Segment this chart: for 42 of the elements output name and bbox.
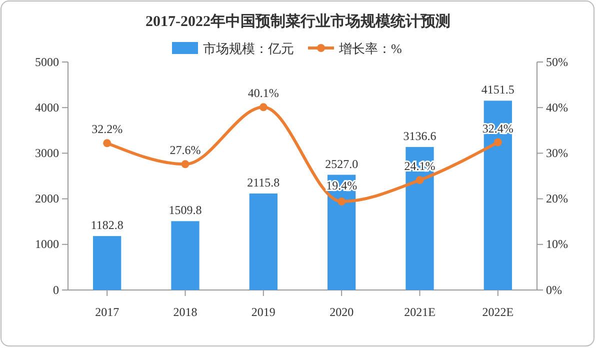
- y-tick-label: 0: [53, 282, 59, 297]
- data-label: 3136.6: [403, 128, 436, 143]
- x-tick-label: 2022E: [482, 304, 514, 319]
- y-tick-label: 4000: [35, 100, 59, 114]
- point: [103, 139, 112, 148]
- y2-tick-label: 40%: [546, 100, 568, 114]
- data-label: 1509.8: [168, 203, 202, 218]
- bar: [406, 146, 434, 290]
- data-label: 2115.8: [247, 176, 280, 190]
- bar: [171, 221, 200, 290]
- x-tick-label: 2019: [251, 304, 276, 319]
- x-tick-label: 2017: [95, 304, 120, 319]
- y2-tick-label: 0%: [546, 282, 562, 297]
- x-tick-label: 2021E: [404, 304, 436, 319]
- y2-tick-label: 30%: [546, 146, 568, 160]
- data-label: 4151.5: [481, 82, 514, 97]
- y-tick-label: 3000: [35, 146, 59, 160]
- point: [338, 198, 346, 206]
- y-tick-label: 5000: [35, 54, 59, 69]
- y-tick-label: 2000: [35, 192, 59, 206]
- bar: [249, 194, 278, 290]
- legend-label: 市场规模：亿元: [203, 41, 294, 56]
- y2-tick-label: 20%: [546, 192, 568, 206]
- data-label: 32.2%: [92, 122, 123, 136]
- y2-tick-label: 50%: [546, 54, 568, 69]
- legend-label: 增长率：%: [338, 41, 402, 56]
- x-tick-label: 2018: [173, 304, 198, 319]
- data-label: 1182.8: [90, 218, 124, 232]
- point: [259, 103, 268, 112]
- point: [181, 160, 190, 168]
- chart-title: 2017-2022年中国预制菜行业市场规模统计预测: [146, 12, 450, 30]
- bar: [484, 100, 512, 290]
- bar: [328, 174, 356, 290]
- y-tick-label: 1000: [35, 237, 59, 252]
- x-tick-label: 2020: [330, 304, 354, 319]
- bar: [93, 236, 122, 290]
- y2-tick-label: 10%: [546, 237, 568, 252]
- data-label: 27.6%: [170, 143, 201, 158]
- point: [416, 176, 424, 184]
- point: [494, 138, 502, 146]
- data-label: 2527.0: [325, 156, 358, 171]
- data-label: 40.1%: [248, 86, 279, 100]
